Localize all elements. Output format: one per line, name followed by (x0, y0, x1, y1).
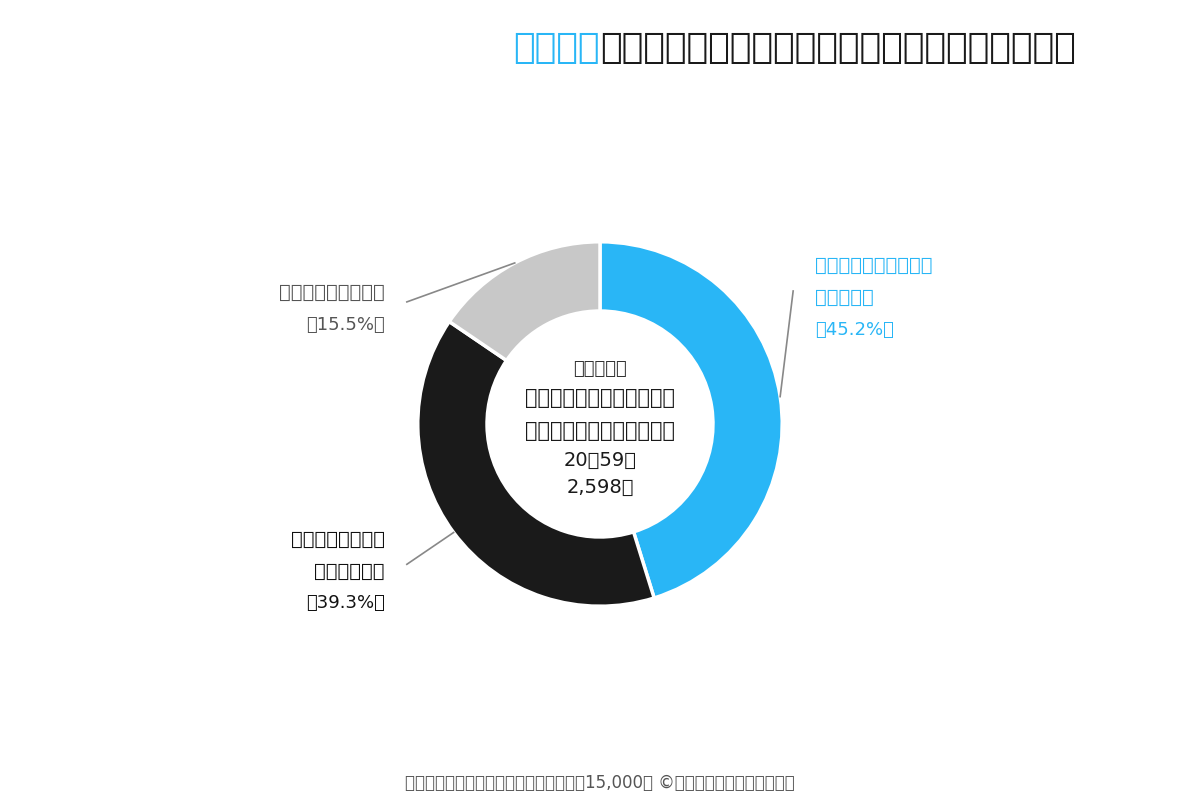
Wedge shape (600, 242, 782, 598)
Text: プラトニックな関係と: プラトニックな関係と (815, 257, 932, 275)
Text: 知らなかった: 知らなかった (314, 562, 385, 581)
Wedge shape (418, 322, 654, 606)
Text: 意味を知らなかった: 意味を知らなかった (280, 283, 385, 302)
Text: 言葉を知っている既婚男性: 言葉を知っている既婚男性 (526, 422, 674, 442)
Text: セカンドパートナーはプラトニックと知ってる？: セカンドパートナーはプラトニックと知ってる？ (600, 30, 1075, 65)
Text: 知っている: 知っている (815, 288, 874, 307)
Text: プラトニックとは: プラトニックとは (290, 530, 385, 549)
Text: 【男性】: 【男性】 (514, 30, 600, 65)
Text: 2,598人: 2,598人 (566, 478, 634, 498)
Text: （「セカンドパートナー実態調査：対象15,000人 ©レゾンデートル株式会社）: （「セカンドパートナー実態調査：対象15,000人 ©レゾンデートル株式会社） (406, 774, 794, 792)
Text: （39.3%）: （39.3%） (306, 594, 385, 612)
Wedge shape (449, 242, 600, 361)
Text: （45.2%）: （45.2%） (815, 321, 894, 338)
Text: 20〜59歳: 20〜59歳 (564, 451, 636, 470)
Text: セカンドパートナーという: セカンドパートナーという (526, 389, 674, 409)
Text: 【対象者】: 【対象者】 (574, 360, 626, 378)
Text: （15.5%）: （15.5%） (306, 316, 385, 334)
